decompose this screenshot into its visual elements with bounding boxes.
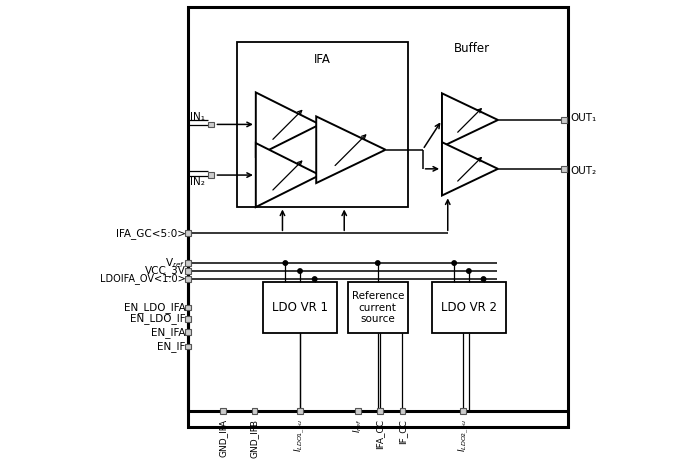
Text: VCC_3V: VCC_3V [145, 266, 186, 276]
Circle shape [482, 277, 486, 281]
Text: $I_{ref}$: $I_{ref}$ [351, 419, 364, 433]
Text: Buffer: Buffer [454, 42, 490, 55]
Text: IF_CC: IF_CC [398, 419, 407, 444]
Polygon shape [256, 93, 320, 156]
Text: LDO VR 2: LDO VR 2 [441, 301, 497, 314]
Bar [237, 42, 408, 206]
Circle shape [312, 277, 317, 281]
Text: $I_{LDO1\_5u}$: $I_{LDO1\_5u}$ [293, 419, 307, 452]
Bar [185, 344, 190, 350]
Text: V$_{ref}$: V$_{ref}$ [165, 256, 186, 270]
Text: IFA_GC<5:0>: IFA_GC<5:0> [116, 228, 186, 239]
Polygon shape [316, 116, 386, 183]
Text: EN_LDO_IFA: EN_LDO_IFA [124, 302, 186, 313]
Text: Reference
current
source: Reference current source [351, 291, 404, 324]
Bar [209, 172, 214, 178]
Circle shape [283, 261, 288, 265]
Bar [461, 408, 466, 414]
Bar [209, 121, 214, 127]
Circle shape [452, 261, 456, 265]
Bar [251, 408, 258, 414]
Circle shape [467, 269, 471, 273]
Bar [188, 6, 568, 426]
Text: EN_IFA: EN_IFA [151, 327, 186, 338]
Polygon shape [256, 143, 320, 207]
Text: EN_LDO_IF: EN_LDO_IF [130, 313, 186, 325]
Bar [185, 268, 190, 274]
Text: IN₁: IN₁ [190, 112, 205, 122]
Bar [355, 408, 361, 414]
Circle shape [375, 261, 380, 265]
Text: LDOIFA_OV<1:0>: LDOIFA_OV<1:0> [100, 274, 186, 284]
Bar [185, 330, 190, 335]
Text: OUT₁: OUT₁ [570, 113, 597, 123]
Text: $I_{LDO2\_5u}$: $I_{LDO2\_5u}$ [456, 419, 470, 452]
Text: IFA_CC: IFA_CC [376, 419, 385, 449]
Bar [432, 282, 505, 333]
Bar [185, 305, 190, 310]
Bar [185, 260, 190, 266]
Text: GND_IFB: GND_IFB [250, 419, 259, 458]
Bar [377, 408, 383, 414]
Polygon shape [442, 142, 498, 195]
Circle shape [298, 269, 302, 273]
Bar [185, 276, 190, 282]
Bar [263, 282, 337, 333]
Bar [185, 316, 190, 322]
Bar [400, 408, 405, 414]
Bar [348, 282, 408, 333]
Bar [561, 117, 567, 123]
Polygon shape [442, 94, 498, 147]
Text: EN_IF: EN_IF [158, 341, 186, 352]
Bar [185, 231, 190, 236]
Text: IN₂: IN₂ [190, 177, 205, 188]
Bar [220, 408, 226, 414]
Text: GND_IFA: GND_IFA [219, 419, 228, 457]
Text: OUT₂: OUT₂ [570, 166, 597, 176]
Text: LDO VR 1: LDO VR 1 [272, 301, 328, 314]
Text: IFA: IFA [314, 53, 330, 66]
Bar [298, 408, 303, 414]
Bar [561, 166, 567, 172]
